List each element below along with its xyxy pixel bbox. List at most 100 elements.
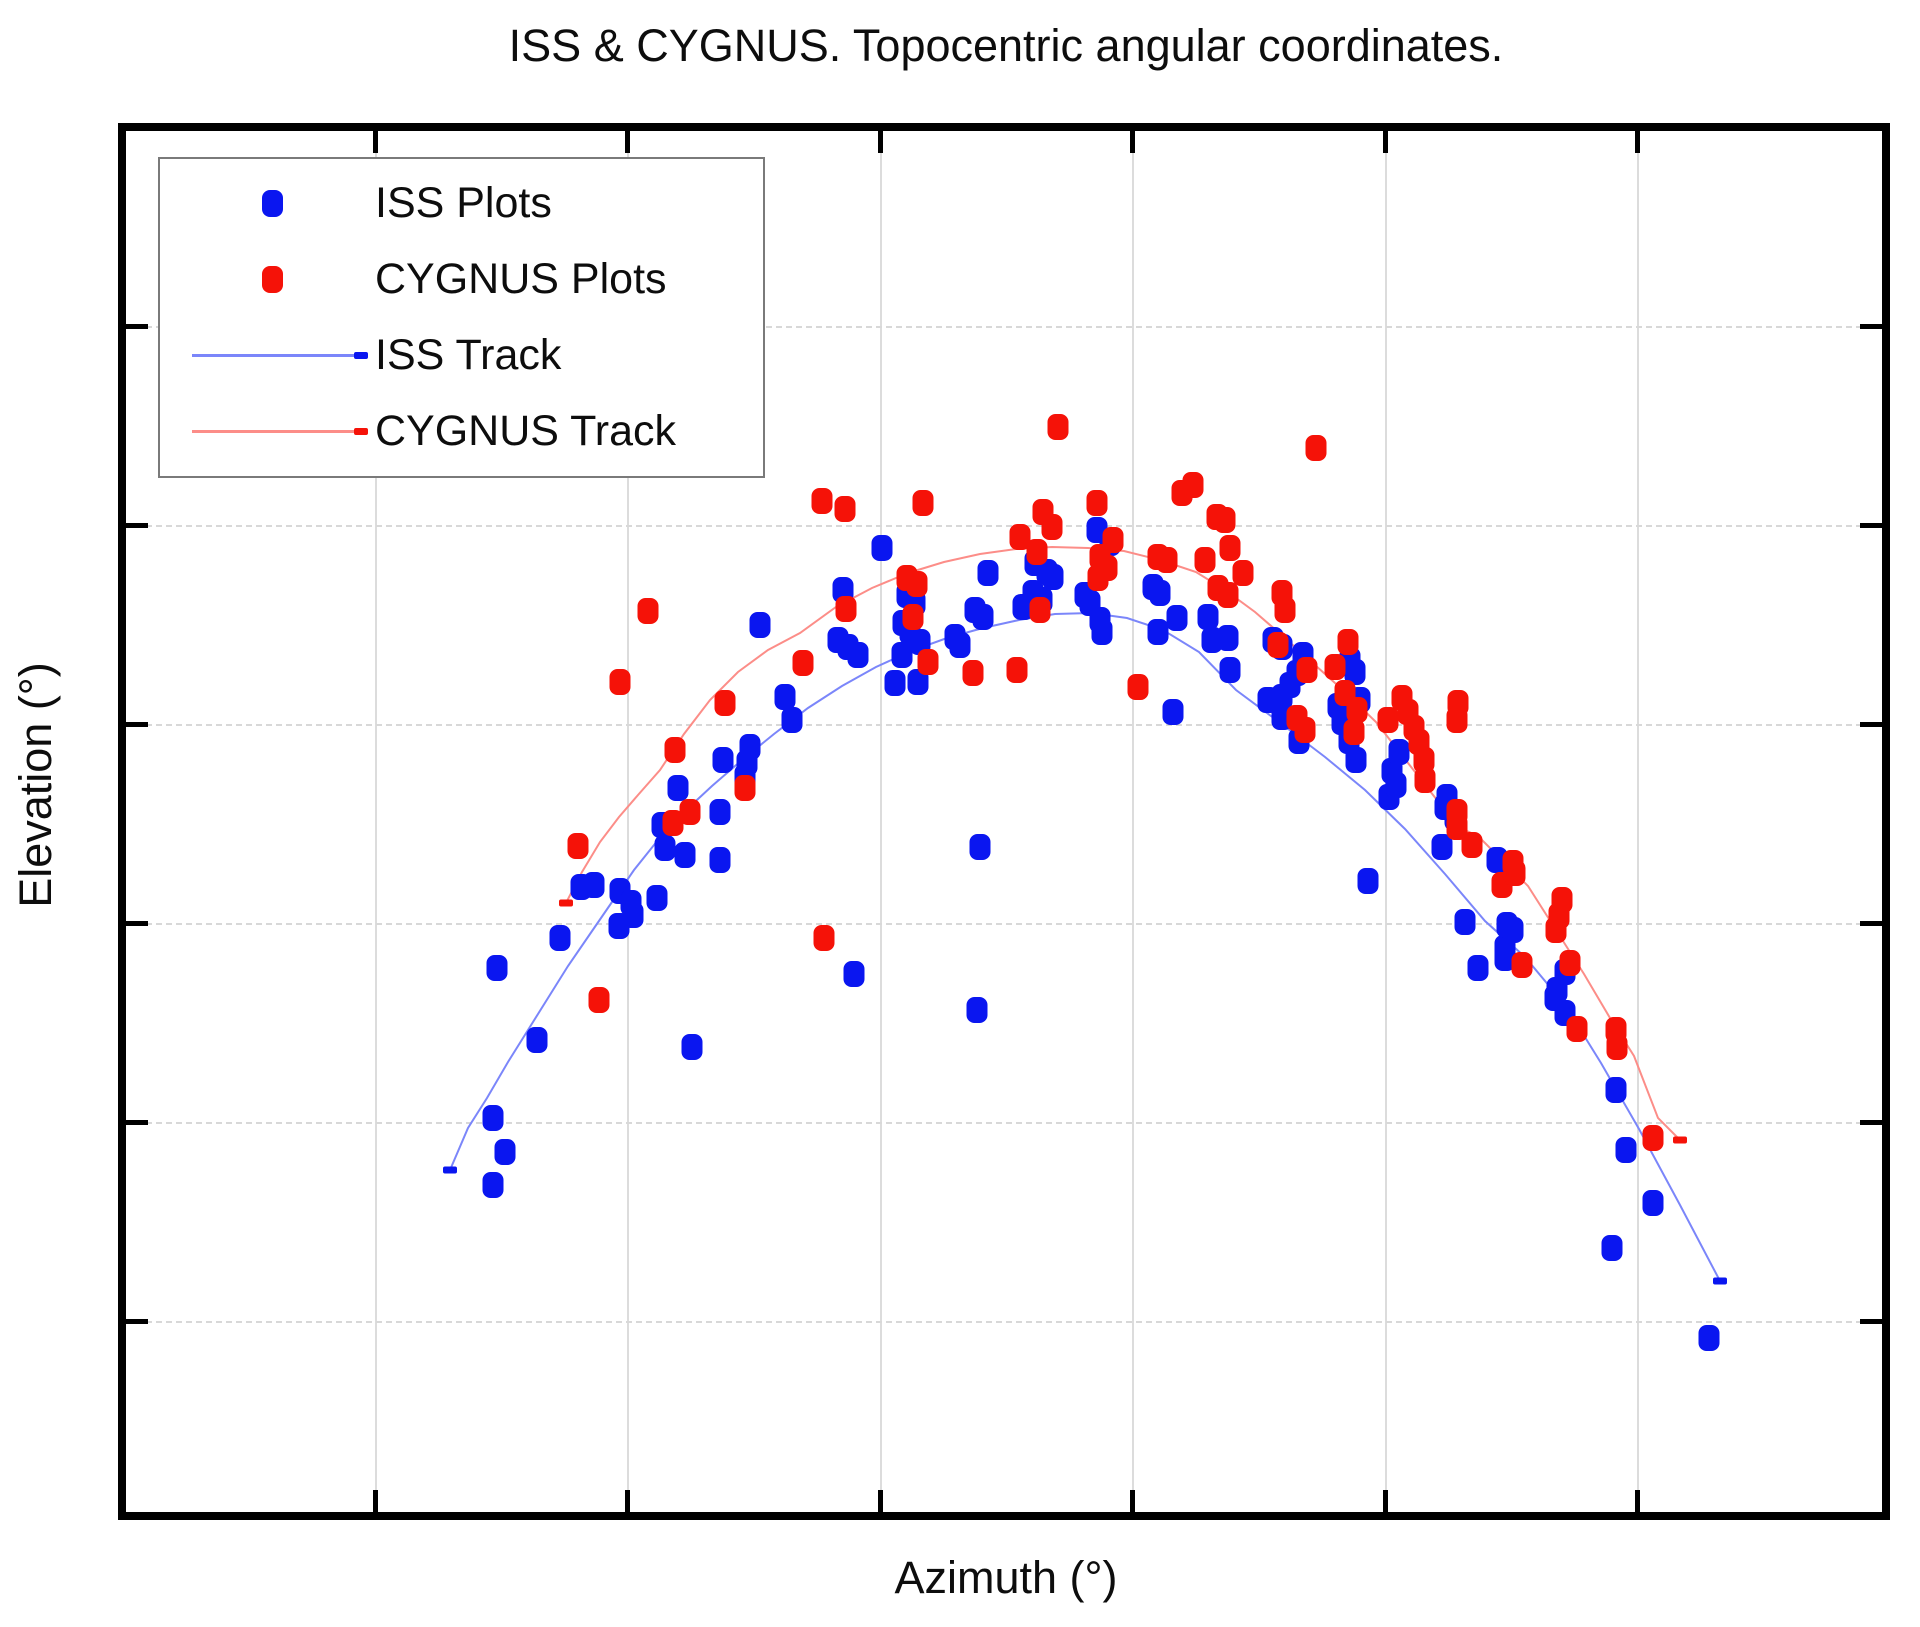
cygnus-scatter-point	[1446, 814, 1468, 840]
legend-line-marker	[160, 352, 375, 360]
axis-tick	[1382, 131, 1388, 153]
cygnus-scatter-point	[662, 810, 684, 836]
legend-item-iss-plots: ISS Plots	[160, 167, 763, 239]
cygnus-scatter-point	[1219, 535, 1241, 561]
iss-scatter-point	[1642, 1190, 1664, 1216]
cygnus-scatter-point	[917, 649, 939, 675]
cygnus-scatter-point	[1324, 654, 1346, 680]
cygnus-scatter-point	[1026, 539, 1048, 565]
iss-scatter-point	[646, 885, 668, 911]
horizontal-gridline	[126, 724, 1882, 726]
iss-scatter-point	[1147, 619, 1169, 645]
iss-scatter-point	[977, 560, 999, 586]
iss-scatter-point	[654, 835, 676, 861]
iss-scatter-point	[1615, 1137, 1637, 1163]
chart-title: ISS & CYGNUS. Topocentric angular coordi…	[508, 20, 1504, 71]
axis-tick	[624, 1490, 630, 1512]
axis-tick	[1860, 721, 1882, 727]
legend-dot-marker	[160, 189, 375, 217]
track-end-marker	[559, 899, 573, 907]
cygnus-scatter-point	[1504, 860, 1526, 886]
cygnus-scatter-point	[1232, 560, 1254, 586]
cygnus-scatter-point	[1102, 527, 1124, 553]
axis-tick	[372, 131, 378, 153]
iss-scatter-point	[709, 847, 731, 873]
legend-line-end-marker	[354, 428, 368, 436]
axis-tick	[1860, 1119, 1882, 1125]
axis-tick	[372, 1490, 378, 1512]
axis-tick	[1860, 522, 1882, 528]
cygnus-scatter-point	[1511, 952, 1533, 978]
horizontal-gridline	[126, 326, 1882, 328]
iss-scatter-point	[1219, 657, 1241, 683]
iss-scatter-point	[667, 775, 689, 801]
cygnus-scatter-point	[902, 604, 924, 630]
cygnus-scatter-point	[1096, 555, 1118, 581]
axis-tick	[624, 131, 630, 153]
iss-scatter-point	[482, 1172, 504, 1198]
iss-scatter-point	[847, 642, 869, 668]
iss-scatter-point	[1197, 604, 1219, 630]
axis-tick	[1634, 131, 1640, 153]
iss-scatter-point	[1385, 772, 1407, 798]
cygnus-scatter-point	[1305, 435, 1327, 461]
cygnus-scatter-point	[1559, 950, 1581, 976]
iss-scatter-point	[1388, 739, 1410, 765]
axis-tick	[126, 1119, 148, 1125]
iss-scatter-point	[1162, 699, 1184, 725]
cygnus-scatter-point	[1446, 707, 1468, 733]
cygnus-scatter-point	[734, 775, 756, 801]
vertical-gridline	[1637, 131, 1639, 1512]
legend-label: CYGNUS Track	[375, 407, 677, 456]
iss-scatter-point	[1486, 847, 1508, 873]
iss-scatter-point	[966, 997, 988, 1023]
iss-scatter-point	[1345, 747, 1367, 773]
axis-tick	[1860, 323, 1882, 329]
legend-item-iss-track: ISS Track	[160, 320, 763, 392]
horizontal-gridline	[126, 923, 1882, 925]
vertical-gridline	[1385, 131, 1387, 1512]
iss-scatter-point	[969, 834, 991, 860]
cygnus-scatter-point	[1377, 707, 1399, 733]
cygnus-scatter-point	[1006, 657, 1028, 683]
vertical-gridline	[627, 131, 629, 1512]
legend-item-cygnus-track: CYGNUS Track	[160, 396, 763, 468]
iss-scatter-point	[909, 629, 931, 655]
iss-scatter-point	[526, 1027, 548, 1053]
iss-scatter-point	[739, 734, 761, 760]
cygnus-scatter-point	[811, 488, 833, 514]
legend-label: ISS Plots	[375, 178, 552, 227]
cygnus-scatter-point	[1194, 547, 1216, 573]
legend-item-cygnus-plots: CYGNUS Plots	[160, 243, 763, 315]
cygnus-scatter-point	[1041, 514, 1063, 540]
cygnus-scatter-point	[1009, 524, 1031, 550]
horizontal-gridline	[126, 1321, 1882, 1323]
axis-tick	[877, 131, 883, 153]
iss-scatter-point	[1149, 580, 1171, 606]
iss-scatter-point	[608, 913, 630, 939]
iss-scatter-point	[1467, 955, 1489, 981]
iss-scatter-point	[1605, 1077, 1627, 1103]
legend-line-marker	[160, 428, 375, 436]
legend-dot-marker	[160, 265, 375, 293]
legend-dot-icon	[262, 189, 283, 217]
iss-scatter-point	[712, 747, 734, 773]
cygnus-scatter-point	[1413, 747, 1435, 773]
iss-scatter-point	[907, 669, 929, 695]
cygnus-scatter-point	[609, 669, 631, 695]
cygnus-scatter-point	[1343, 719, 1365, 745]
cygnus-scatter-point	[1214, 507, 1236, 533]
iss-scatter-point	[1091, 619, 1113, 645]
cygnus-scatter-point	[1642, 1125, 1664, 1151]
x-axis-label: Azimuth (°)	[894, 1552, 1118, 1603]
cygnus-scatter-point	[792, 650, 814, 676]
iss-scatter-point	[674, 842, 696, 868]
iss-scatter-point	[494, 1139, 516, 1165]
cygnus-scatter-point	[1566, 1016, 1588, 1042]
iss-scatter-point	[891, 642, 913, 668]
legend-dot-icon	[262, 265, 283, 293]
legend-line-end-marker	[354, 352, 368, 360]
cygnus-scatter-point	[1086, 490, 1108, 516]
iss-scatter-point	[482, 1105, 504, 1131]
